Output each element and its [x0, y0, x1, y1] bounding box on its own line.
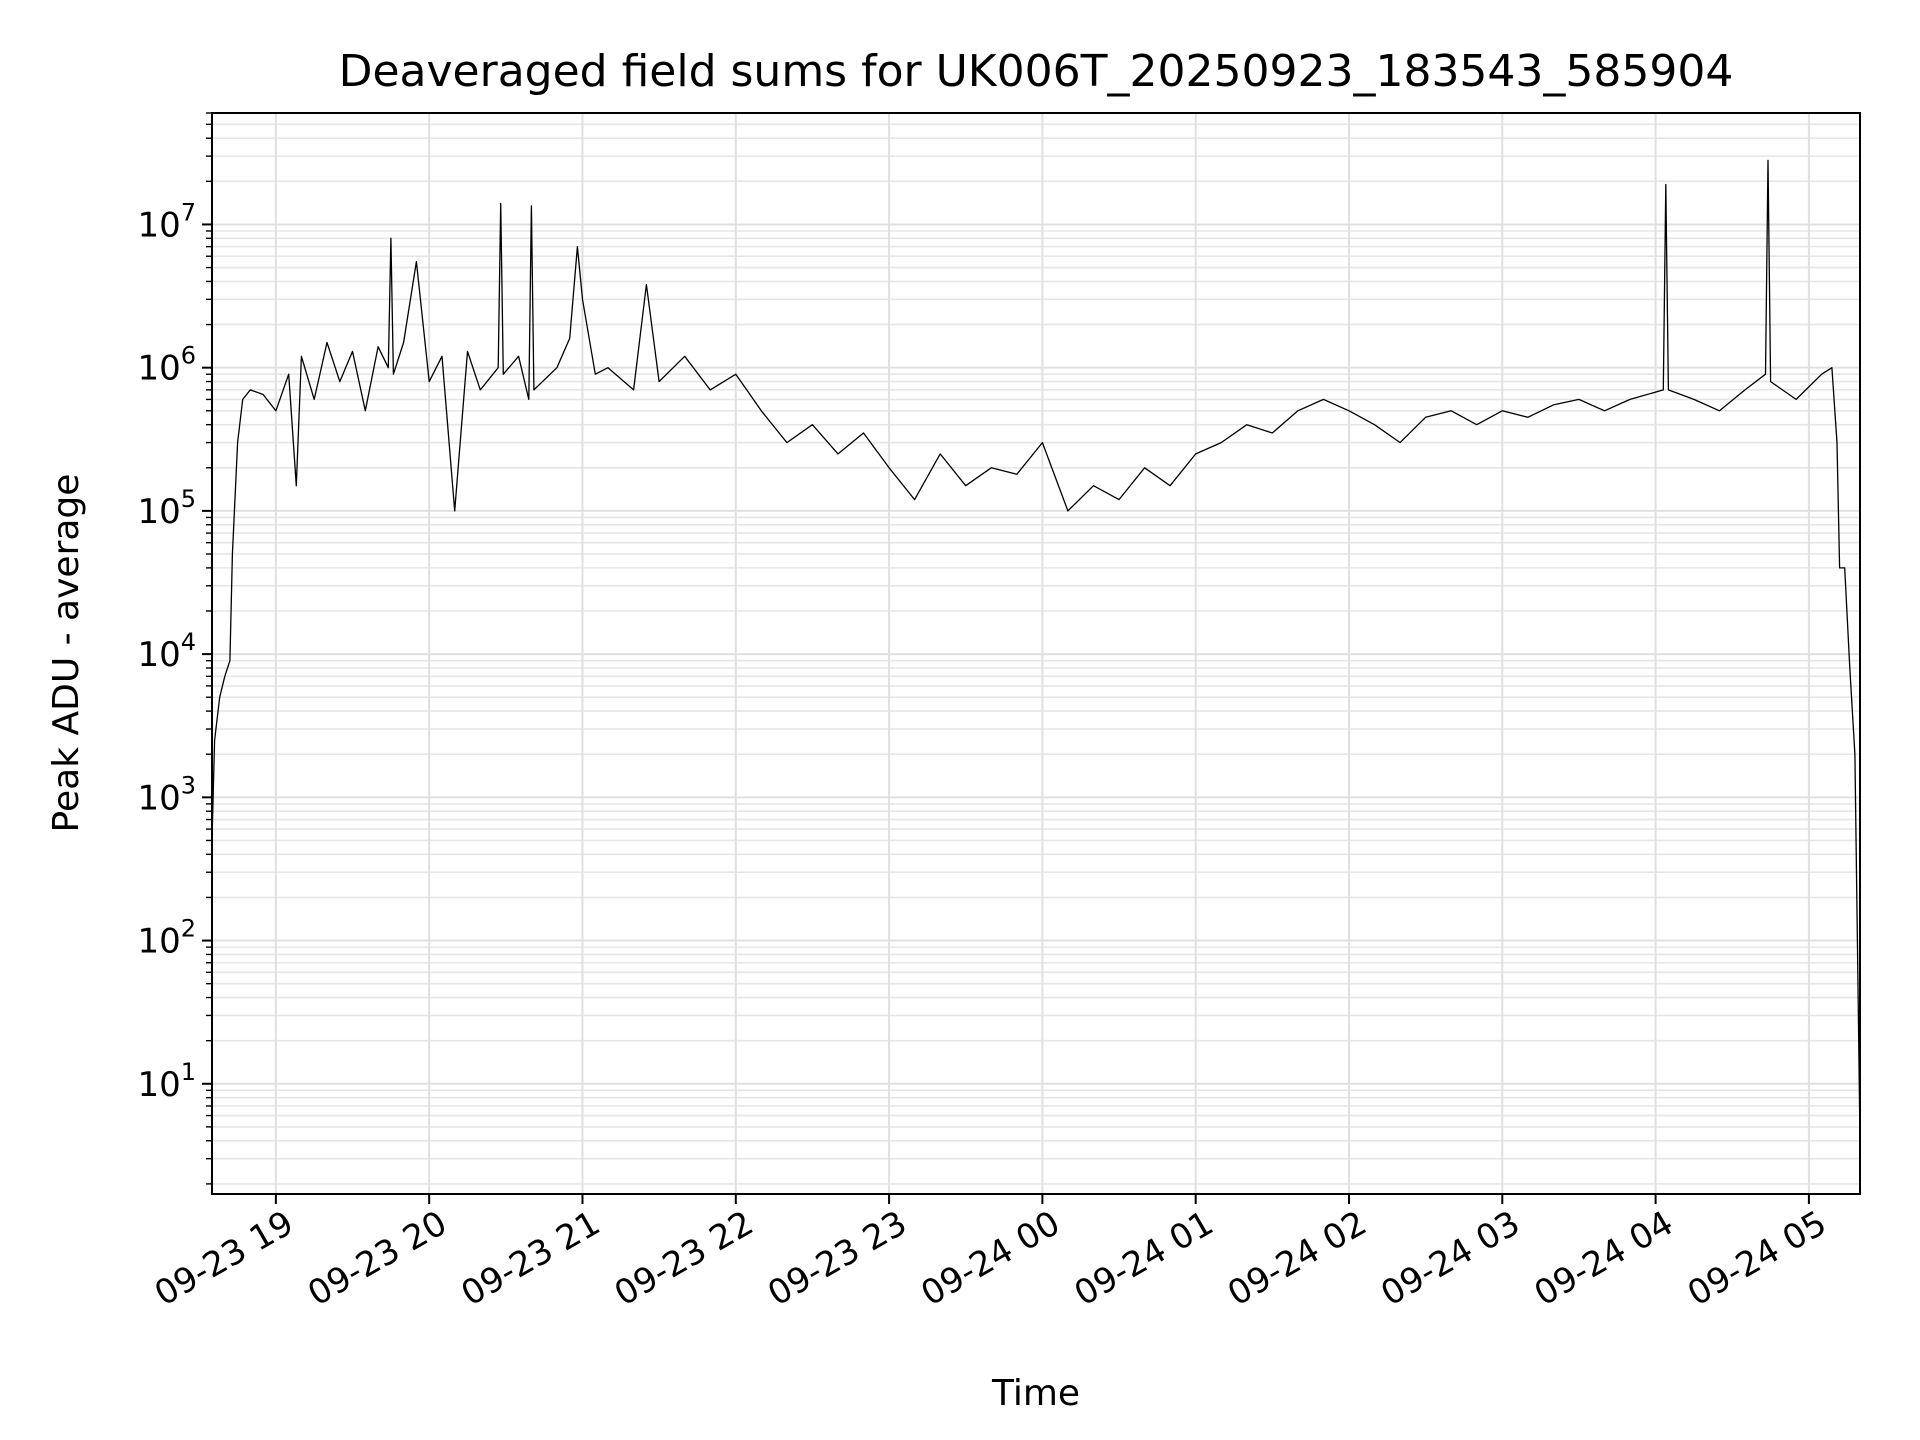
chart-title: Deaveraged field sums for UK006T_2025092… — [339, 46, 1734, 97]
y-tick-label: 101 — [137, 1058, 196, 1105]
x-axis: 09-23 19 09-23 20 09-23 21 09-23 22 09-23 23… — [148, 1194, 1833, 1314]
x-tick-label: 09-24 02 — [1221, 1203, 1373, 1314]
y-tick-base: 10 — [137, 922, 180, 962]
y-tick-label: 104 — [137, 628, 196, 675]
y-tick-base: 10 — [137, 1065, 180, 1105]
x-tick-label: 09-23 22 — [608, 1203, 760, 1314]
x-tick-label: 09-23 21 — [455, 1203, 607, 1314]
y-tick-base: 10 — [137, 635, 180, 675]
y-tick-label: 106 — [137, 342, 196, 389]
x-tick-label: 09-24 01 — [1068, 1203, 1220, 1314]
x-tick-label: 09-23 23 — [761, 1203, 913, 1314]
y-tick-exponent: 4 — [181, 628, 196, 656]
y-tick-label: 105 — [137, 485, 196, 532]
y-tick-base: 10 — [137, 492, 180, 532]
y-tick-exponent: 7 — [181, 198, 196, 226]
y-axis-label: Peak ADU - average — [46, 474, 87, 833]
y-tick-base: 10 — [137, 349, 180, 389]
y-tick-exponent: 3 — [181, 771, 196, 799]
y-tick-exponent: 6 — [181, 342, 196, 370]
x-tick-label: 09-24 05 — [1681, 1203, 1833, 1314]
y-tick-label: 102 — [137, 915, 196, 962]
y-tick-base: 10 — [137, 778, 180, 818]
x-tick-label: 09-24 03 — [1374, 1203, 1526, 1314]
series-layer — [211, 159, 1861, 1141]
x-tick-label: 09-23 20 — [301, 1203, 453, 1314]
x-axis-label: Time — [991, 1373, 1080, 1414]
y-tick-exponent: 1 — [181, 1058, 196, 1086]
x-tick-label: 09-24 04 — [1528, 1203, 1680, 1314]
y-tick-exponent: 2 — [181, 915, 196, 943]
series-line — [211, 159, 1861, 1141]
grid — [212, 112, 1860, 1194]
y-tick-base: 10 — [137, 205, 180, 245]
y-tick-exponent: 5 — [181, 485, 196, 513]
y-tick-label: 103 — [137, 771, 196, 818]
x-tick-label: 09-24 00 — [914, 1203, 1066, 1314]
y-tick-label: 107 — [137, 198, 196, 245]
x-tick-label: 09-23 19 — [148, 1203, 300, 1314]
